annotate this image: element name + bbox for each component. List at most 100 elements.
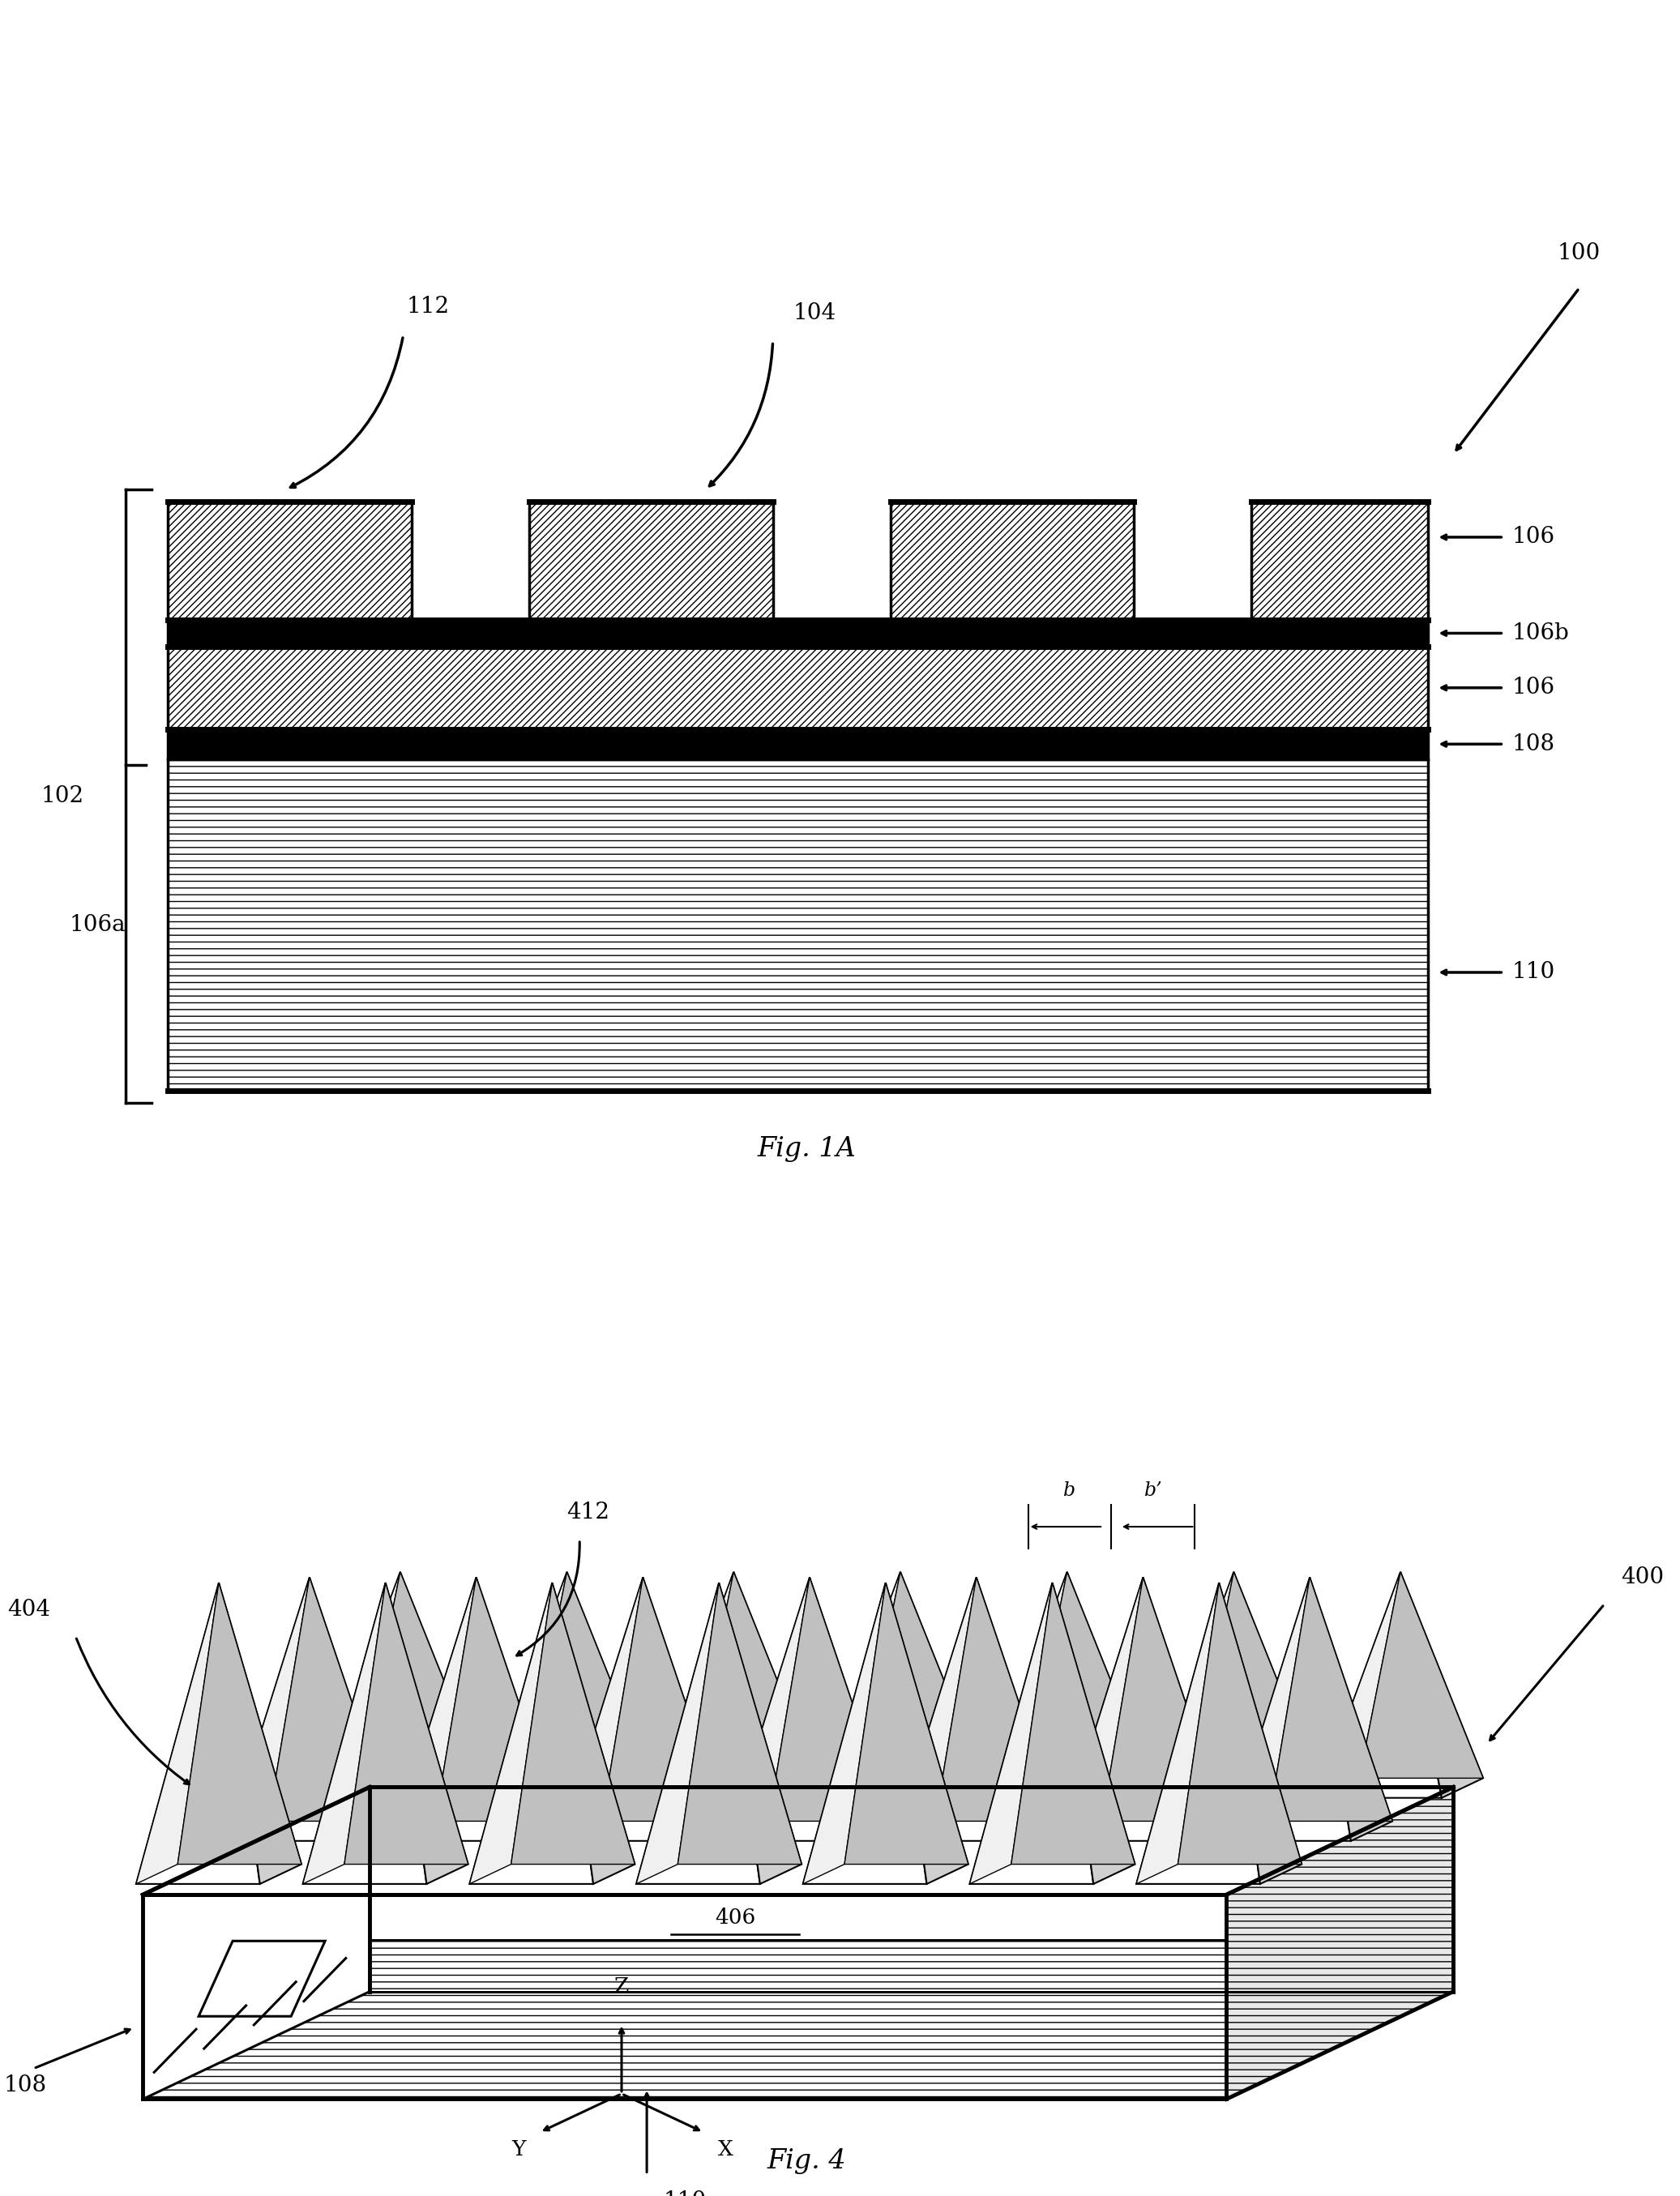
Polygon shape: [168, 729, 1428, 760]
Polygon shape: [894, 1577, 1018, 1840]
Polygon shape: [136, 1583, 218, 1884]
Polygon shape: [168, 646, 1428, 729]
Text: X: X: [717, 2139, 732, 2159]
Polygon shape: [803, 1583, 927, 1884]
Polygon shape: [559, 1577, 643, 1840]
Polygon shape: [198, 1941, 326, 2016]
Text: 112: 112: [407, 296, 450, 318]
Polygon shape: [900, 1572, 983, 1799]
Polygon shape: [1310, 1577, 1393, 1840]
Polygon shape: [469, 1583, 593, 1884]
Text: 102: 102: [40, 786, 84, 808]
Polygon shape: [885, 1583, 968, 1884]
Polygon shape: [511, 1583, 635, 1864]
Polygon shape: [976, 1577, 1058, 1840]
Text: 106b: 106b: [1512, 621, 1569, 643]
Polygon shape: [1226, 1788, 1453, 2099]
Polygon shape: [143, 1788, 1453, 1895]
Polygon shape: [302, 1583, 385, 1884]
Polygon shape: [936, 1577, 1058, 1820]
Polygon shape: [227, 1577, 309, 1840]
Polygon shape: [1052, 1583, 1136, 1884]
Polygon shape: [650, 1572, 734, 1799]
Polygon shape: [168, 501, 412, 619]
Polygon shape: [1401, 1572, 1483, 1799]
Polygon shape: [469, 1583, 553, 1884]
Text: 412: 412: [566, 1502, 610, 1524]
Polygon shape: [318, 1572, 442, 1799]
Polygon shape: [1026, 1572, 1149, 1779]
Text: 110: 110: [1512, 962, 1556, 984]
Polygon shape: [803, 1583, 885, 1884]
Polygon shape: [553, 1583, 635, 1884]
Text: 104: 104: [793, 301, 837, 323]
Polygon shape: [1317, 1572, 1441, 1799]
Polygon shape: [818, 1572, 941, 1799]
Polygon shape: [1142, 1577, 1226, 1840]
Text: b: b: [1063, 1480, 1075, 1500]
Text: Z: Z: [615, 1976, 628, 1996]
Polygon shape: [637, 1583, 719, 1884]
Polygon shape: [894, 1577, 976, 1840]
Polygon shape: [984, 1572, 1067, 1799]
Polygon shape: [734, 1572, 816, 1799]
Text: 404: 404: [7, 1599, 50, 1621]
Polygon shape: [969, 1583, 1094, 1884]
Polygon shape: [1220, 1583, 1302, 1884]
Polygon shape: [227, 1577, 351, 1840]
Text: 108: 108: [1512, 733, 1556, 755]
Text: 106: 106: [1512, 527, 1556, 549]
Polygon shape: [1151, 1572, 1233, 1799]
Polygon shape: [393, 1577, 517, 1840]
Polygon shape: [168, 619, 1428, 646]
Polygon shape: [984, 1572, 1109, 1799]
Polygon shape: [601, 1577, 726, 1820]
Polygon shape: [1136, 1583, 1220, 1884]
Polygon shape: [566, 1572, 650, 1799]
Polygon shape: [143, 1788, 370, 2099]
Polygon shape: [858, 1572, 983, 1779]
Text: 406: 406: [714, 1906, 756, 1928]
Polygon shape: [1060, 1577, 1142, 1840]
Polygon shape: [1268, 1577, 1393, 1820]
Polygon shape: [1193, 1572, 1317, 1779]
Polygon shape: [768, 1577, 892, 1820]
Text: 400: 400: [1621, 1566, 1665, 1588]
Polygon shape: [529, 501, 773, 619]
Polygon shape: [845, 1583, 968, 1864]
Polygon shape: [484, 1572, 566, 1799]
Polygon shape: [269, 1577, 391, 1820]
Polygon shape: [1102, 1577, 1226, 1820]
Polygon shape: [1178, 1583, 1302, 1864]
Polygon shape: [178, 1583, 301, 1864]
Polygon shape: [818, 1572, 900, 1799]
Polygon shape: [727, 1577, 810, 1840]
Text: b’: b’: [1144, 1480, 1163, 1500]
Text: 100: 100: [1557, 242, 1601, 264]
Polygon shape: [1226, 1577, 1310, 1840]
Text: 110: 110: [664, 2192, 707, 2196]
Polygon shape: [1151, 1572, 1275, 1799]
Polygon shape: [969, 1583, 1052, 1884]
Polygon shape: [1226, 1577, 1351, 1840]
Polygon shape: [393, 1577, 475, 1840]
Polygon shape: [526, 1572, 650, 1779]
Polygon shape: [890, 501, 1134, 619]
Polygon shape: [435, 1577, 559, 1820]
Text: 106: 106: [1512, 676, 1556, 698]
Polygon shape: [650, 1572, 774, 1799]
Polygon shape: [344, 1583, 469, 1864]
Polygon shape: [385, 1583, 469, 1884]
Polygon shape: [692, 1572, 816, 1779]
Text: Y: Y: [511, 2139, 526, 2159]
Polygon shape: [1011, 1583, 1136, 1864]
Polygon shape: [484, 1572, 608, 1799]
Polygon shape: [637, 1583, 759, 1884]
Polygon shape: [810, 1577, 892, 1840]
Text: 106a: 106a: [69, 914, 126, 935]
Polygon shape: [318, 1572, 400, 1799]
Polygon shape: [475, 1577, 559, 1840]
Polygon shape: [143, 1895, 1226, 1939]
Text: Fig. 4: Fig. 4: [766, 2148, 847, 2174]
Text: Fig. 1A: Fig. 1A: [758, 1135, 855, 1162]
